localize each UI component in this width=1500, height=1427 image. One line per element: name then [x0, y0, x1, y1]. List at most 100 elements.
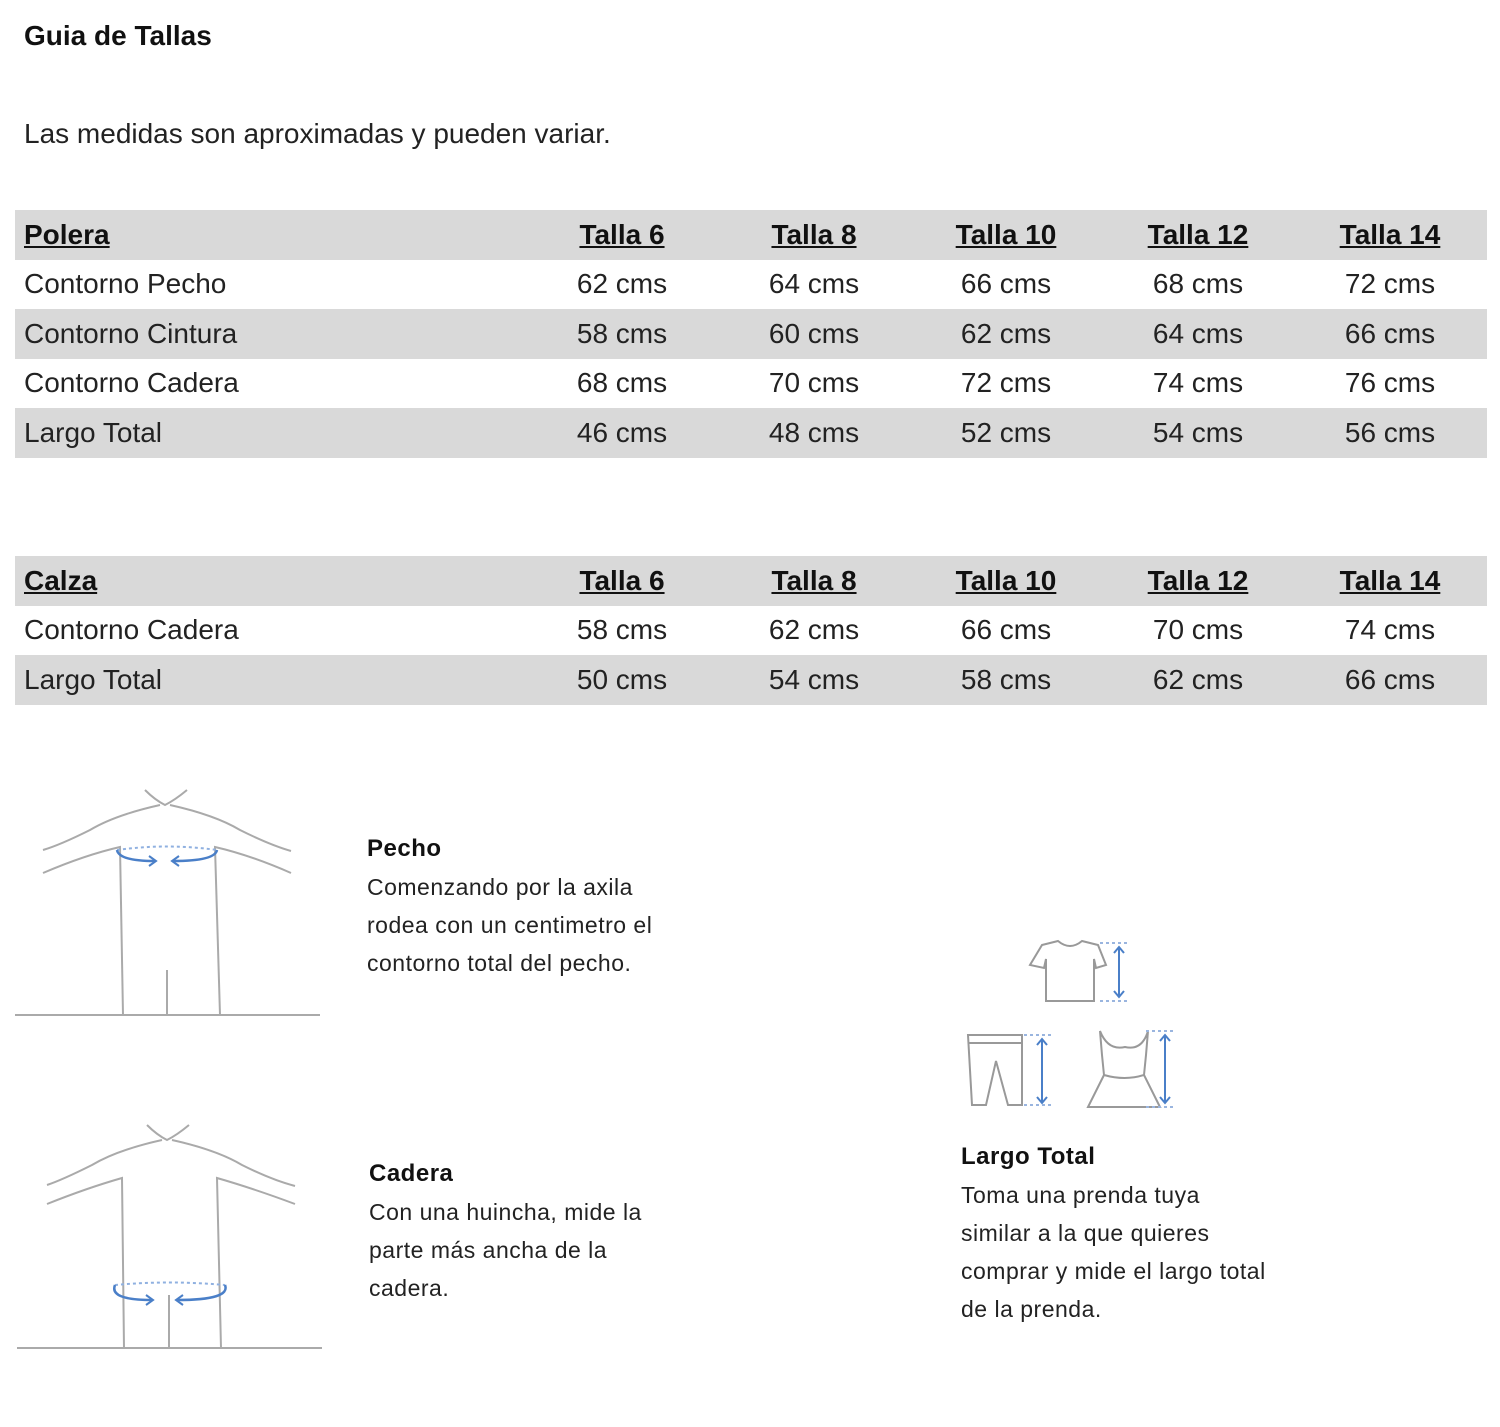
length-guide-line: similar a la que quieres [961, 1220, 1210, 1246]
column-header: Talla 14 [1294, 565, 1486, 597]
hip-guide-line: Con una huincha, mide la [369, 1199, 642, 1225]
subtitle: Las medidas son aproximadas y pueden var… [24, 118, 611, 149]
table-cell: 48 cms [718, 417, 910, 449]
page-title: Guia de Tallas [24, 20, 212, 51]
cell-text: 60 cms [768, 317, 860, 349]
column-header: Talla 10 [910, 565, 1102, 597]
column-header: Talla 8 [718, 219, 910, 251]
length-guide-line: de la prenda. [961, 1296, 1102, 1322]
row-label: Contorno Cintura [15, 318, 526, 350]
pants-icon [966, 1034, 1023, 1106]
cell-text: Talla 8 [771, 564, 857, 596]
cell-text: 62 cms [768, 614, 860, 646]
cell-text: 54 cms [1152, 416, 1244, 448]
table-cell: 74 cms [1102, 367, 1294, 399]
table-cell: 66 cms [1294, 318, 1486, 350]
garment-length-icons [966, 939, 1174, 1108]
column-header: Talla 8 [718, 565, 910, 597]
column-header: Talla 6 [526, 219, 718, 251]
hip-guide-line: cadera. [369, 1275, 450, 1301]
column-header: Calza [15, 565, 526, 597]
table-cell: 62 cms [718, 614, 910, 646]
cell-text: Talla 14 [1339, 218, 1441, 250]
cell-text: 54 cms [768, 663, 860, 695]
hip-guide-line: parte más ancha de la [369, 1237, 608, 1263]
cell-text: Talla 12 [1147, 218, 1249, 250]
table-cell: 62 cms [526, 268, 718, 300]
cell-text: 72 cms [960, 367, 1052, 399]
cell-text: Talla 10 [955, 218, 1057, 250]
hip-guide-title: Cadera [369, 1160, 454, 1187]
cell-text: 70 cms [1152, 614, 1244, 646]
table-cell: 62 cms [1102, 664, 1294, 696]
cell-text: 68 cms [576, 367, 668, 399]
cell-text: Calza [24, 564, 98, 596]
polera-size-table: Polera Talla 6 Talla 8 Talla 10 Talla 12 Tall… [15, 210, 1487, 458]
chest-guide-line: contorno total del pecho. [367, 950, 632, 976]
cell-text: Talla 12 [1147, 564, 1249, 596]
table-cell: 62 cms [910, 318, 1102, 350]
calza-size-table: Calza Talla 6 Talla 8 Talla 10 Talla 12 Talla… [15, 556, 1487, 705]
body-hip-illustration [17, 1124, 322, 1349]
table-cell: 68 cms [1102, 268, 1294, 300]
hip-guide: Cadera Con una huincha, mide la parte má… [369, 1155, 642, 1307]
table-cell: 72 cms [1294, 268, 1486, 300]
cell-text: 76 cms [1344, 367, 1436, 399]
cell-text: 58 cms [576, 317, 668, 349]
column-header: Talla 6 [526, 565, 718, 597]
column-header: Talla 10 [910, 219, 1102, 251]
cell-text: 52 cms [960, 416, 1052, 448]
table-cell: 64 cms [718, 268, 910, 300]
table-cell: 58 cms [526, 614, 718, 646]
cell-text: Talla 6 [579, 564, 665, 596]
cell-text: 46 cms [576, 416, 668, 448]
table-cell: 68 cms [526, 367, 718, 399]
table-header-row: Polera Talla 6 Talla 8 Talla 10 Talla 12 Tall… [15, 210, 1487, 260]
table-row: Largo Total 50 cms 54 cms 58 cms 62 cms 66 cm… [15, 655, 1487, 705]
chest-guide-line: Comenzando por la axila [367, 874, 633, 900]
table-cell: 72 cms [910, 367, 1102, 399]
cell-text: 50 cms [576, 663, 668, 695]
cell-text: Largo Total [24, 416, 163, 448]
cell-text: Contorno Cintura [24, 317, 238, 349]
table-row: Contorno Cadera 58 cms 62 cms 66 cms 70 cms 7… [15, 606, 1487, 656]
table-cell: 52 cms [910, 417, 1102, 449]
column-header: Talla 14 [1294, 219, 1486, 251]
cell-text: Largo Total [24, 663, 163, 695]
cell-text: Contorno Cadera [24, 614, 239, 646]
cell-text: 58 cms [576, 614, 668, 646]
table-cell: 46 cms [526, 417, 718, 449]
cell-text: 66 cms [960, 268, 1052, 300]
table-cell: 74 cms [1294, 614, 1486, 646]
cell-text: 64 cms [1152, 317, 1244, 349]
tshirt-icon [1028, 939, 1108, 1002]
row-label: Largo Total [15, 664, 526, 696]
length-guide-line: comprar y mide el largo total [961, 1258, 1266, 1284]
table-cell: 58 cms [526, 318, 718, 350]
cell-text: 48 cms [768, 416, 860, 448]
dress-icon [1086, 1030, 1162, 1108]
table-cell: 70 cms [718, 367, 910, 399]
table-header-row: Calza Talla 6 Talla 8 Talla 10 Talla 12 Talla… [15, 556, 1487, 606]
cell-text: 58 cms [960, 663, 1052, 695]
table-row: Contorno Cadera 68 cms 70 cms 72 cms 74 cms 7… [15, 359, 1487, 409]
table-cell: 54 cms [1102, 417, 1294, 449]
table-cell: 54 cms [718, 664, 910, 696]
table-cell: 70 cms [1102, 614, 1294, 646]
cell-text: 62 cms [1152, 663, 1244, 695]
cell-text: Talla 14 [1339, 564, 1441, 596]
table-cell: 76 cms [1294, 367, 1486, 399]
cell-text: Contorno Pecho [24, 268, 227, 300]
table-cell: 66 cms [1294, 664, 1486, 696]
column-header: Talla 12 [1102, 219, 1294, 251]
cell-text: Talla 6 [579, 218, 665, 250]
length-guide-line: Toma una prenda tuya [961, 1182, 1200, 1208]
cell-text: 62 cms [960, 317, 1052, 349]
cell-text: Polera [24, 218, 110, 250]
cell-text: 66 cms [960, 614, 1052, 646]
row-label: Contorno Cadera [15, 614, 526, 646]
length-guide-title: Largo Total [961, 1143, 1096, 1170]
cell-text: 62 cms [576, 268, 668, 300]
table-cell: 66 cms [910, 268, 1102, 300]
cell-text: 74 cms [1152, 367, 1244, 399]
